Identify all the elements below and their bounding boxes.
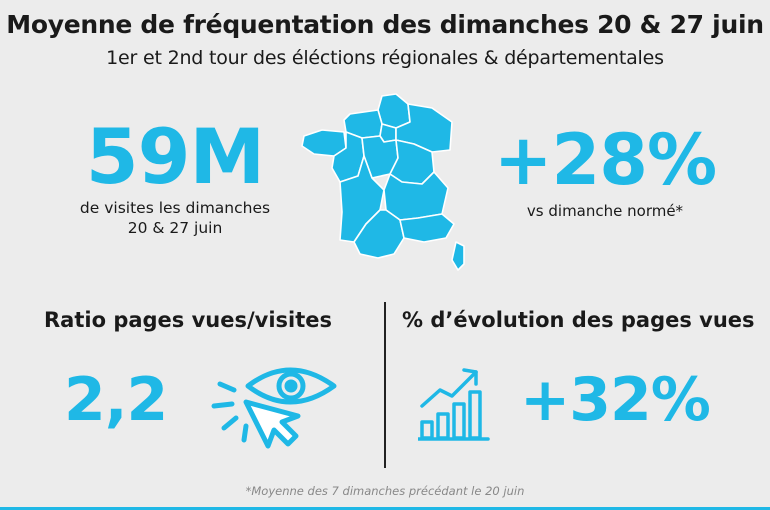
- visits-value: 59M: [85, 112, 265, 201]
- evolution-value: +32%: [520, 365, 711, 435]
- growth-caption: vs dimanche normé*: [526, 202, 684, 220]
- eye-click-icon: [211, 367, 337, 449]
- visits-caption-line1: de visites les dimanches: [79, 199, 271, 217]
- page-subtitle: 1er et 2nd tour des éléctions régionales…: [106, 47, 664, 69]
- growth-value: +28%: [493, 119, 717, 201]
- growth-chart-icon: [418, 368, 490, 441]
- ratio-value: 2,2: [64, 365, 168, 435]
- evolution-title: % d’évolution des pages vues: [402, 308, 755, 332]
- page-title: Moyenne de fréquentation des dimanches 2…: [6, 10, 764, 39]
- bottom-accent-line: [0, 507, 770, 510]
- visits-caption-line2: 20 & 27 juin: [127, 219, 223, 237]
- france-map-icon: [301, 93, 465, 271]
- footnote: *Moyenne des 7 dimanches précédant le 20…: [245, 484, 525, 498]
- section-divider: [384, 302, 386, 468]
- ratio-title: Ratio pages vues/visites: [44, 308, 333, 332]
- visits-caption: de visites les dimanches 20 & 27 juin: [50, 198, 300, 238]
